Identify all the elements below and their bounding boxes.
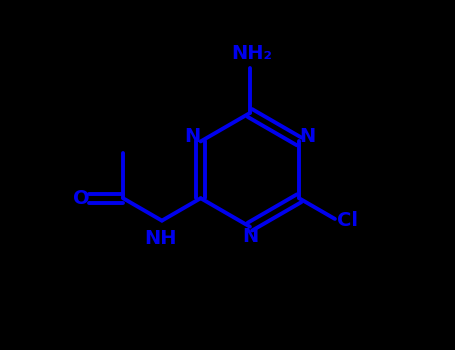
Text: N: N xyxy=(184,127,201,146)
Text: NH₂: NH₂ xyxy=(231,44,272,63)
Text: NH: NH xyxy=(144,229,177,248)
Text: O: O xyxy=(73,189,89,208)
Text: N: N xyxy=(299,127,316,146)
Text: N: N xyxy=(242,227,258,246)
Text: Cl: Cl xyxy=(338,211,359,230)
